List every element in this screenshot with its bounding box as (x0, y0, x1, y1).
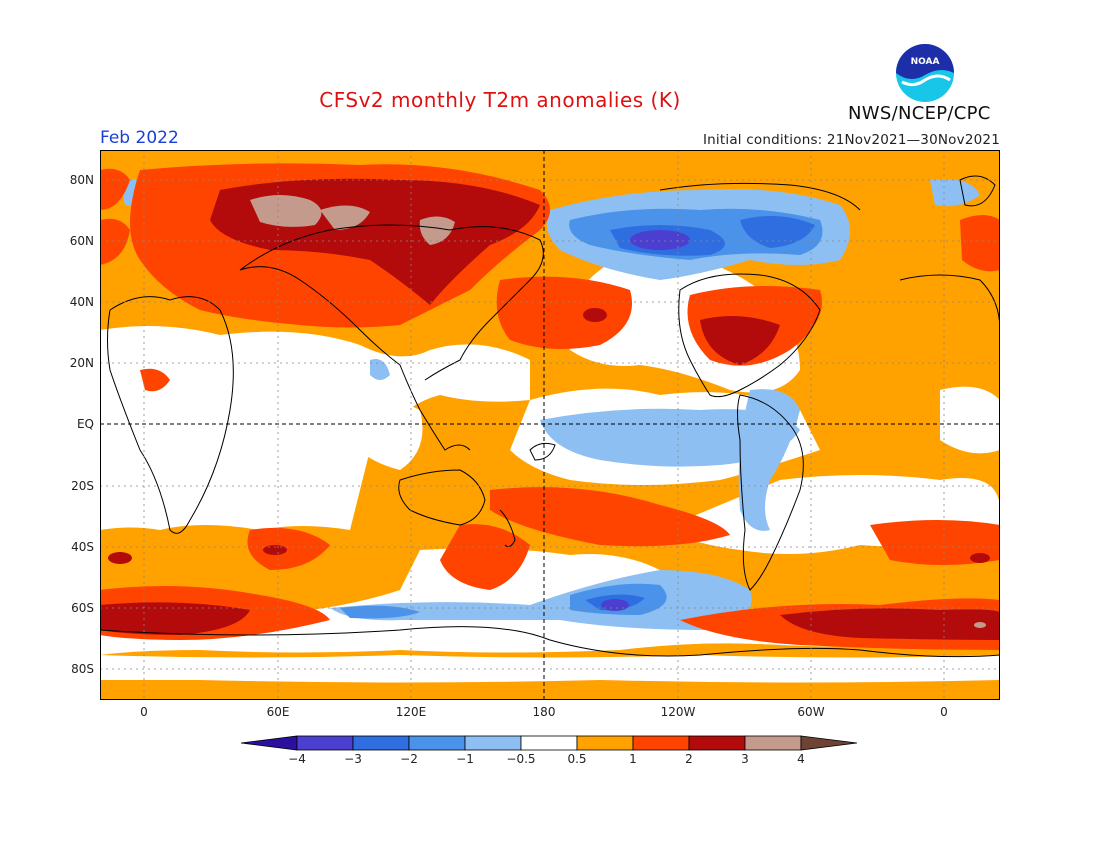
lat-label-60s: 60S (71, 601, 94, 615)
lat-label-40s: 40S (71, 540, 94, 554)
lat-label-80s: 80S (71, 662, 94, 676)
colorbar-segment (520, 735, 578, 751)
lon-label-180: 180 (532, 705, 556, 719)
logo-text: NOAA (911, 57, 940, 67)
lon-label-60e: 60E (266, 705, 290, 719)
colorbar-segment-below-min (240, 735, 298, 751)
colorbar-segment (632, 735, 690, 751)
colorbar-segment (576, 735, 634, 751)
colorbar-label-2: 2 (685, 752, 693, 766)
lat-label-60n: 60N (69, 234, 94, 248)
lon-label-0-east: 0 (940, 705, 948, 719)
lat-label-20s: 20S (71, 479, 94, 493)
colorbar-label-minus2: −2 (400, 752, 418, 766)
initial-conditions: Initial conditions: 21Nov2021—30Nov2021 (702, 132, 1000, 148)
lon-label-0-west: 0 (140, 705, 148, 719)
colorbar-segment (352, 735, 410, 751)
colorbar-label-minus0-5: −0.5 (506, 752, 536, 766)
colorbar-label-minus4: −4 (288, 752, 306, 766)
colorbar-label-minus3: −3 (344, 752, 362, 766)
agency-label: NWS/NCEP/CPC (848, 103, 991, 124)
gridlines (100, 150, 1000, 700)
lat-label-20n: 20N (69, 356, 94, 370)
colorbar (240, 735, 858, 751)
noaa-logo: NOAA (896, 44, 954, 102)
colorbar-segment-above-max (800, 735, 858, 751)
warm-anomaly-extreme (250, 195, 986, 628)
colorbar-segment (744, 735, 802, 751)
lat-label-eq: EQ (76, 417, 94, 431)
colorbar-label-1: 1 (629, 752, 637, 766)
colorbar-label-0-5: 0.5 (567, 752, 587, 766)
colorbar-label-4: 4 (797, 752, 805, 766)
lat-label-40n: 40N (69, 295, 94, 309)
colorbar-label-3: 3 (741, 752, 749, 766)
colorbar-segment (464, 735, 522, 751)
colorbar-segment (688, 735, 746, 751)
reference-lines (100, 150, 1000, 700)
colorbar-segment (408, 735, 466, 751)
anomaly-map (100, 150, 1000, 700)
map-frame (100, 150, 1000, 700)
colorbar-segment (296, 735, 354, 751)
coastlines (100, 175, 1000, 658)
lon-label-120w: 120W (660, 705, 696, 719)
lon-label-60w: 60W (797, 705, 825, 719)
forecast-period: Feb 2022 (100, 128, 179, 148)
lon-label-120e: 120E (395, 705, 427, 719)
lat-label-80n: 80N (69, 173, 94, 187)
map-title: CFSv2 monthly T2m anomalies (K) (319, 88, 681, 112)
colorbar-label-minus1: −1 (456, 752, 474, 766)
